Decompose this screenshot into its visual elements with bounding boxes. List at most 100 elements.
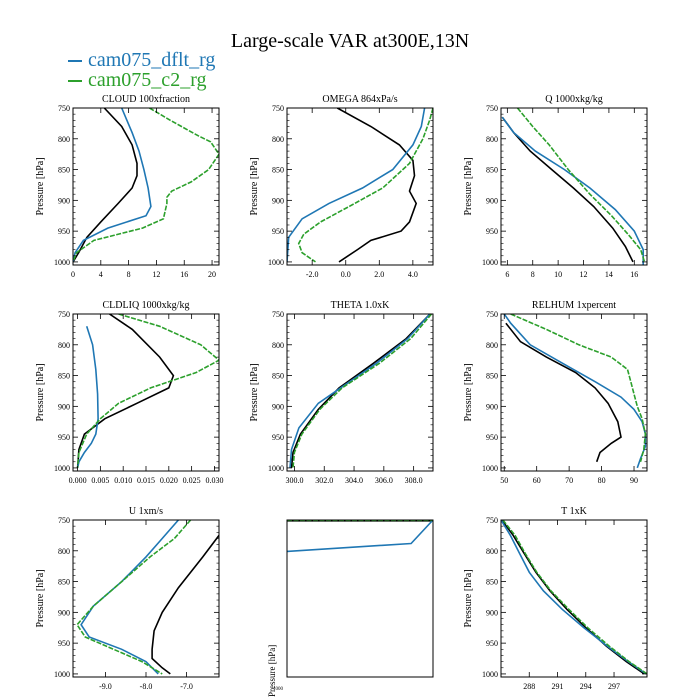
panel-title-4: THETA 1.0xK	[331, 300, 390, 311]
y-tick-label-8-3: 900	[486, 608, 498, 617]
x-tick-label-3-0: 0.000	[69, 476, 87, 485]
series-dflt-7	[287, 520, 433, 553]
series-c2-8	[502, 520, 647, 675]
x-tick-label-5-0: 50	[500, 476, 508, 485]
y-tick-label-5-4: 950	[486, 433, 498, 442]
panel-title-1: OMEGA 864xPa/s	[322, 94, 397, 105]
y-tick-label-8-5: 1000	[482, 670, 498, 679]
panel-frame-8	[500, 519, 648, 678]
x-tick-label-5-2: 70	[565, 476, 573, 485]
series-obs-1	[336, 108, 418, 263]
y-tick-label-5-0: 750	[486, 310, 498, 319]
y-tick-label-6-0: 750	[58, 516, 70, 525]
x-tick-label-0-3: 12	[152, 270, 160, 279]
x-tick-label-6-0: -9.0	[99, 682, 112, 691]
y-tick-label-8-0: 750	[486, 516, 498, 525]
x-tick-label-3-1: 0.005	[91, 476, 109, 485]
x-tick-label-2-4: 14	[605, 270, 613, 279]
x-tick-label-8-0: 288	[523, 682, 535, 691]
y-tick-label-0-3: 900	[58, 196, 70, 205]
x-tick-label-1-1: 0.0	[341, 270, 351, 279]
x-tick-label-2-0: 6	[505, 270, 509, 279]
x-tick-label-2-5: 16	[630, 270, 638, 279]
panel-frame-3	[72, 313, 220, 472]
panel-0: CLOUD 100xfraction Pressure [hPa] 750 800 85…	[35, 94, 220, 279]
series-c2-3	[76, 314, 219, 468]
panel-title-6: U 1xm/s	[129, 506, 163, 517]
y-tick-label-1-0: 750	[272, 104, 284, 113]
y-tick-label-5-5: 1000	[482, 464, 498, 473]
y-tick-label-5-3: 900	[486, 402, 498, 411]
x-tick-label-2-1: 8	[531, 270, 535, 279]
y-tick-label-3-2: 850	[58, 372, 70, 381]
y-tick-label-0-1: 800	[58, 135, 70, 144]
panel-frame-6	[72, 519, 220, 678]
series-dflt-8	[501, 520, 647, 675]
series-obs-4	[290, 314, 431, 468]
series-c2-5	[510, 314, 647, 463]
x-tick-label-3-3: 0.015	[137, 476, 155, 485]
x-tick-label-0-2: 8	[127, 270, 131, 279]
y-tick-label-2-2: 850	[486, 166, 498, 175]
y-tick-label-5-2: 850	[486, 372, 498, 381]
y-axis-label-1: Pressure [hPa]	[249, 157, 260, 215]
x-tick-label-8-1: 291	[552, 682, 564, 691]
x-tick-label-3-4: 0.020	[160, 476, 178, 485]
y-tick-label-4-4: 950	[272, 433, 284, 442]
y-axis-label-4: Pressure [hPa]	[249, 363, 260, 421]
x-tick-label-0-0: 0	[71, 270, 75, 279]
x-tick-label-0-4: 16	[180, 270, 188, 279]
series-dflt-2	[501, 116, 645, 265]
x-tick-label-5-3: 80	[598, 476, 606, 485]
y-tick-label-5-1: 800	[486, 341, 498, 350]
x-tick-label-1-3: 4.0	[408, 270, 418, 279]
legend-item-c2: cam075_c2_rg	[68, 70, 215, 90]
panel-8: T 1xK Pressure [hPa] 750 800 850 900 950 1000 28…	[463, 506, 648, 691]
y-tick-label-8-4: 950	[486, 639, 498, 648]
y-tick-label-8-2: 850	[486, 578, 498, 587]
series-c2-2	[516, 108, 646, 263]
series-dflt-5	[503, 314, 647, 469]
legend: cam075_dflt_rg cam075_c2_rg	[68, 50, 215, 90]
panel-7: Pressure [hPa]1000	[267, 519, 434, 697]
panel-6: U 1xm/s Pressure [hPa] 750 800 850 900 950 1000…	[35, 506, 220, 691]
series-c2-4	[292, 314, 433, 468]
y-tick-label-3-1: 800	[58, 341, 70, 350]
y-tick-label-6-3: 900	[58, 608, 70, 617]
series-dflt-4	[289, 314, 431, 468]
y-axis-label-6: Pressure [hPa]	[35, 569, 46, 627]
y-tick-label-6-1: 800	[58, 547, 70, 556]
panel-frame-7	[286, 519, 434, 678]
x-tick-label-5-1: 60	[533, 476, 541, 485]
x-tick-label-0-1: 4	[99, 270, 103, 279]
y-tick-label-6-5: 1000	[54, 670, 70, 679]
y-tick-label-0-2: 850	[58, 166, 70, 175]
y-tick-label-1-5: 1000	[268, 258, 284, 267]
y-tick-label-2-4: 950	[486, 227, 498, 236]
panel-title-8: T 1xK	[561, 506, 587, 517]
y-tick-label-0-0: 750	[58, 104, 70, 113]
y-tick-label-4-2: 850	[272, 372, 284, 381]
y-tick-label-3-0: 750	[58, 310, 70, 319]
legend-swatch-c2	[68, 80, 82, 83]
y-tick-label-0-5: 1000	[54, 258, 70, 267]
panel-4: THETA 1.0xK Pressure [hPa] 750 800 850 900 950…	[249, 300, 434, 485]
series-dflt-1	[287, 108, 426, 262]
series-obs-5	[505, 322, 622, 463]
y-tick-label-1-2: 850	[272, 166, 284, 175]
y-tick-label-2-5: 1000	[482, 258, 498, 267]
panel-title-3: CLDLIQ 1000xkg/kg	[103, 300, 190, 311]
x-tick-label-3-5: 0.025	[183, 476, 201, 485]
panel-1: OMEGA 864xPa/s Pressure [hPa] 750 800 850 900…	[249, 94, 434, 279]
series-obs-6	[151, 534, 219, 675]
panel-title-2: Q 1000xkg/kg	[545, 94, 603, 105]
legend-item-dflt: cam075_dflt_rg	[68, 50, 215, 70]
panel-2: Q 1000xkg/kg Pressure [hPa] 750 800 850 900 95…	[463, 94, 648, 279]
panel-frame-1	[286, 107, 434, 266]
y-axis-label-3: Pressure [hPa]	[35, 363, 46, 421]
legend-label-c2: cam075_c2_rg	[88, 69, 207, 91]
panel-title-0: CLOUD 100xfraction	[102, 94, 190, 105]
y-tick-label-6-4: 950	[58, 639, 70, 648]
y-tick-label-4-5: 1000	[268, 464, 284, 473]
